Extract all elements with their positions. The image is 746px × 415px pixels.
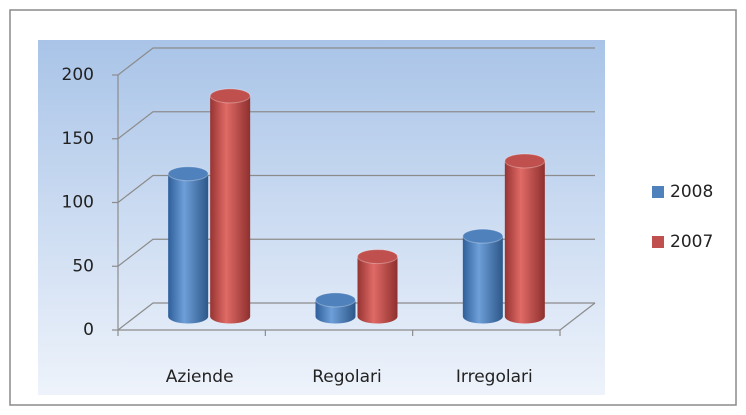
legend-label: 2007 [670, 232, 713, 252]
bar-top [209, 88, 251, 104]
bar-base [210, 309, 251, 324]
bar-base [504, 309, 545, 324]
bar-top [357, 249, 398, 265]
grid-line [117, 47, 595, 76]
legend-swatch [652, 186, 664, 198]
bar-base [357, 309, 398, 324]
bar [210, 95, 251, 317]
legend-label: 2008 [670, 182, 713, 202]
bar-top [167, 166, 209, 182]
bar [504, 160, 545, 317]
x-tick-label: Irregolari [456, 367, 533, 387]
y-tick-label: 0 [83, 320, 94, 340]
grid-line [117, 238, 595, 267]
grid-line [117, 174, 595, 203]
bar-top [462, 228, 504, 244]
x-tick-label: Regolari [312, 367, 382, 387]
bar [357, 256, 398, 317]
bar-base [168, 309, 209, 324]
bar [168, 173, 209, 317]
bar-base [315, 309, 356, 324]
plot: 0 50 100 150 200 Aziende Regolari Irregolari 200… [62, 47, 713, 387]
bar [462, 236, 503, 317]
x-tick-label: Aziende [166, 367, 234, 387]
y-tick-label: 50 [72, 256, 94, 276]
y-tick-label: 200 [62, 65, 94, 85]
y-tick-label: 150 [62, 129, 94, 149]
bar-top [315, 292, 356, 308]
y-tick-label: 100 [62, 193, 94, 213]
grid-line [117, 111, 595, 140]
bar-top [504, 153, 546, 169]
bar-base [462, 309, 503, 324]
grid-line [117, 302, 595, 331]
legend-swatch [652, 236, 664, 248]
